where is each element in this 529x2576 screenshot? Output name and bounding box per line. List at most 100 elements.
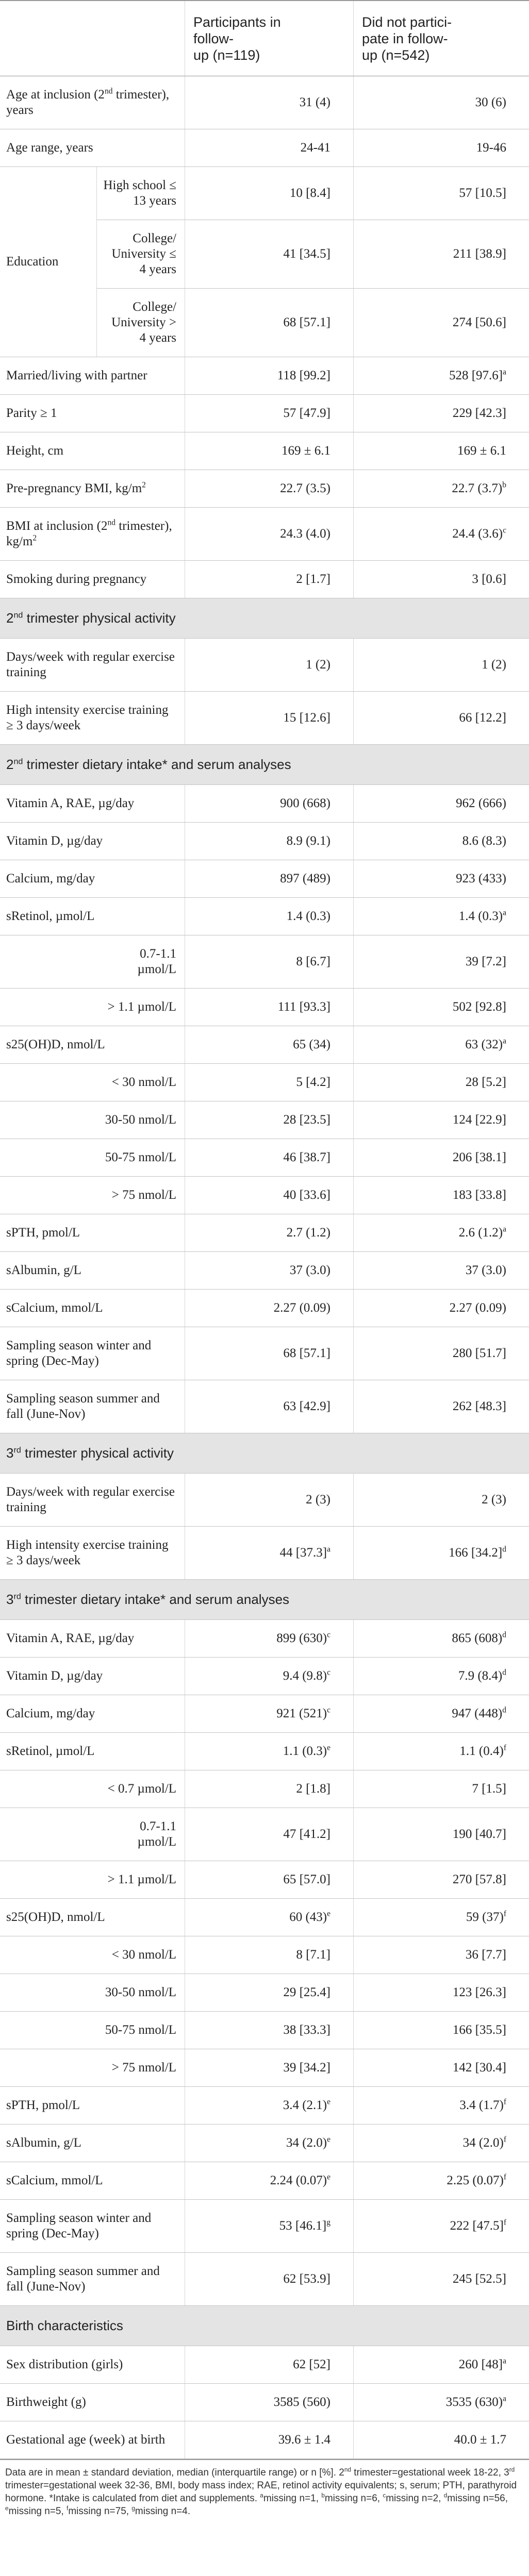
indent [0,989,96,1026]
superscript: a [503,908,506,917]
value: 9.4 (9.8)c [283,1668,330,1684]
header-row: Participants in follow-up (n=119) Did not … [0,1,529,76]
value-cell: 37 (3.0) [185,1252,353,1289]
value-cell: 262 [48.3] [353,1380,529,1433]
sub-label-cell: 0.7-1.1 µmol/L [96,935,185,988]
sub-label-cell: 50-75 nmol/L [96,2012,185,2049]
superscript: rd [509,2466,515,2473]
label-cell: Calcium, mg/day [0,1695,185,1732]
superscript: rd [13,1445,21,1455]
value: 3.4 (2.1)e [283,2098,330,2113]
text-segment: 59 (37) [466,1910,504,1924]
value-cell: 19-46 [353,129,529,166]
value-cell: 1.4 (0.3) [185,898,353,935]
sub-label-cell: College/ University > 4 years [96,289,185,357]
value-cell: 22.7 (3.5) [185,470,353,507]
label-cell: s25(OH)D, nmol/L [0,1026,185,1063]
superscript: nd [104,87,113,96]
label: Education [6,255,59,269]
label-cell: Days/week with regular exercise training [0,639,185,691]
value-cell: 222 [47.5]f [353,2200,529,2252]
label-cell: Calcium, mg/day [0,860,185,897]
value-cell: 169 ± 6.1 [353,432,529,470]
superscript: e [327,2097,330,2106]
value-cell: 280 [51.7] [353,1327,529,1380]
value-cell: 206 [38.1] [353,1139,529,1176]
sub-label-cell: > 1.1 µmol/L [96,989,185,1026]
indent [0,1139,96,1176]
value-cell: 897 (489) [185,860,353,897]
label: Sex distribution (girls) [6,2357,123,2371]
superscript: f [503,1743,506,1752]
value: 260 [48]a [459,2357,506,2372]
value-cell: 53 [46.1]g [185,2200,353,2252]
superscript: c [327,1630,330,1640]
value: 502 [92.8] [452,1000,506,1014]
label: Sampling season winter and spring (Dec-M… [6,1339,152,1368]
section-header: 2nd trimester dietary intake* and serum … [0,745,529,785]
value-cell: 62 [52] [185,2346,353,2383]
sub-label: > 75 nmol/L [111,2061,176,2075]
value-cell: 8 [6.7] [185,935,353,988]
superscript: a [503,367,506,377]
label: Height, cm [6,444,64,458]
value-cell: 274 [50.6] [353,289,529,357]
sub-label: 50-75 nmol/L [105,1150,176,1164]
value-cell: 899 (630)c [185,1620,353,1657]
header-blank [0,1,185,76]
label-cell: Sampling season summer and fall (June-No… [0,1380,185,1433]
value: 53 [46.1]g [279,2218,330,2234]
label: sPTH, pmol/L [6,1226,80,1240]
value-cell: 68 [57.1] [185,1327,353,1380]
header-line: follow- [193,30,234,46]
data-row: Pre-pregnancy BMI, kg/m2 22.7 (3.5) 22.7 (… [0,470,529,508]
group-row: Education High school ≤ 13 years 10 [8.4] 5… [0,167,529,357]
value: 899 (630)c [276,1631,330,1646]
value: 15 [12.6] [283,711,330,725]
sub-row: > 75 nmol/L 39 [34.2] 142 [30.4] [0,2049,529,2087]
value-cell: 22.7 (3.7)b [353,470,529,507]
text-segment: missing n=56, [447,2493,508,2504]
sub-row: > 1.1 µmol/L 65 [57.0] 270 [57.8] [0,1861,529,1899]
superscript: rd [13,1592,21,1601]
sub-label-cell: < 30 nmol/L [96,1064,185,1101]
label: Parity ≥ 1 [6,406,57,420]
value: 897 (489) [280,872,330,885]
text-segment: Data are in mean ± standard deviation, m… [5,2467,344,2478]
text-segment: BMI at inclusion (2 [6,519,108,533]
value-cell: 169 ± 6.1 [185,432,353,470]
value: 8 [6.7] [296,955,330,968]
value: 65 (34) [293,1038,330,1051]
label-cell: Vitamin D, µg/day [0,1658,185,1695]
value: 947 (448)d [452,1706,506,1721]
data-row: sPTH, pmol/L 3.4 (2.1)e 3.4 (1.7)f [0,2087,529,2125]
indent [0,935,96,988]
text-segment: 166 [34.2] [449,1546,503,1560]
value: 270 [57.8] [452,1872,506,1886]
value: 1.4 (0.3) [286,909,330,923]
label: sCalcium, mmol/L [6,1301,103,1315]
text-segment: 60 (43) [289,1910,327,1924]
label: s25(OH)D, nmol/L [6,1910,105,1924]
section-title: Birth characteristics [6,2318,123,2333]
value-cell: 2.7 (1.2) [185,1214,353,1251]
value-cell: 190 [40.7] [353,1808,529,1861]
data-row: sAlbumin, g/L 37 (3.0) 37 (3.0) [0,1252,529,1290]
data-row: sRetinol, µmol/L 1.4 (0.3) 1.4 (0.3)a [0,898,529,935]
text-segment: 63 (32) [465,1038,503,1051]
value: 29 [25.4] [283,1985,330,1999]
indent [0,2012,96,2049]
value: 123 [26.3] [452,1985,506,1999]
sub-row: < 0.7 µmol/L 2 [1.8] 7 [1.5] [0,1770,529,1808]
value: 2 (3) [306,1493,330,1507]
data-row: Vitamin D, µg/day 9.4 (9.8)c 7.9 (8.4)d [0,1658,529,1695]
section-header: 3rd trimester physical activity [0,1433,529,1474]
value: 2.27 (0.09) [449,1301,506,1315]
sub-row: < 30 nmol/L 5 [4.2] 28 [5.2] [0,1064,529,1101]
text-segment: 2 [6,757,14,772]
text-segment: 1.1 (0.3) [283,1744,327,1758]
value-cell: 68 [57.1] [185,289,353,357]
value-cell: 31 (4) [185,76,353,129]
group-label: Education [0,167,96,357]
data-row: High intensity exercise training ≥ 3 day… [0,692,529,745]
